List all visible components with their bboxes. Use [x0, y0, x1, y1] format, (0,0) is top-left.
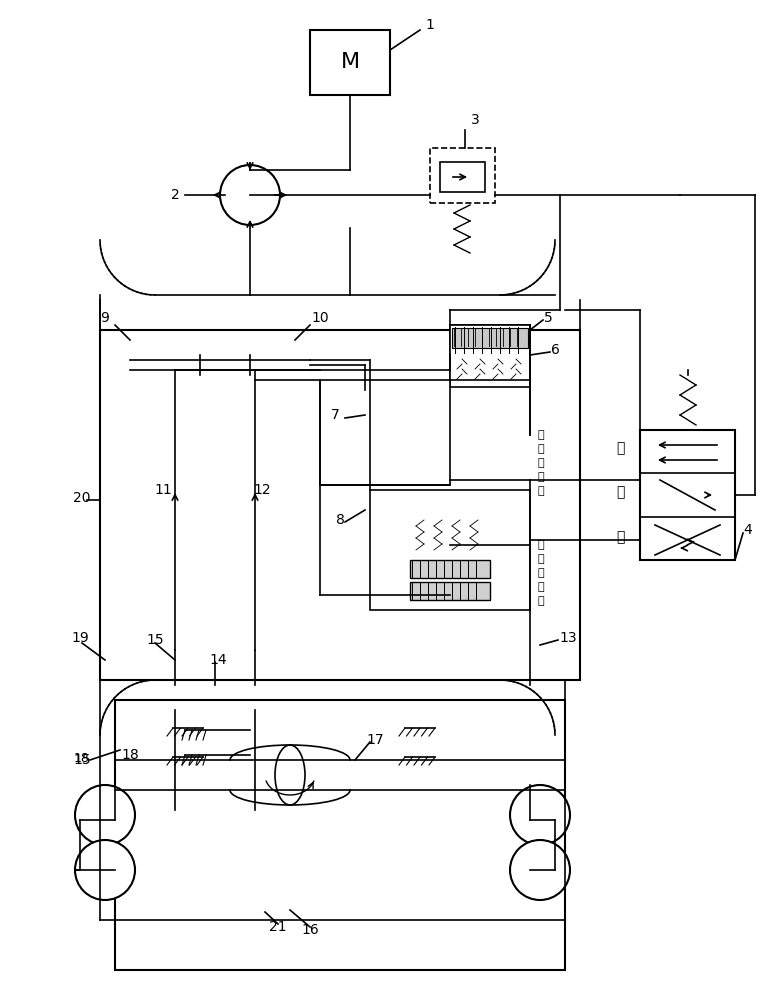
Circle shape [75, 840, 135, 900]
Text: 15: 15 [74, 753, 91, 767]
Text: 7: 7 [331, 408, 339, 422]
Text: 5: 5 [543, 311, 552, 325]
Bar [450, 325, 530, 380]
Text: 21: 21 [269, 920, 287, 934]
Text: 口: 口 [538, 596, 544, 606]
FancyBboxPatch shape [100, 330, 580, 680]
Text: 1: 1 [425, 18, 435, 32]
Text: 18: 18 [74, 752, 90, 764]
Text: 中: 中 [615, 485, 624, 499]
Text: 3: 3 [471, 113, 479, 127]
Text: 左: 左 [615, 441, 624, 455]
Bar [440, 162, 485, 192]
Text: 17: 17 [366, 733, 384, 747]
Text: 8: 8 [335, 513, 344, 527]
Text: 16: 16 [301, 923, 319, 937]
Bar [640, 430, 735, 560]
Bar [450, 325, 530, 355]
Bar [410, 560, 490, 578]
Text: 口: 口 [538, 486, 544, 496]
Text: 19: 19 [71, 631, 89, 645]
Text: 13: 13 [559, 631, 577, 645]
Bar [410, 582, 490, 600]
Text: 9: 9 [101, 311, 109, 325]
Text: 一: 一 [538, 444, 544, 454]
Circle shape [510, 840, 570, 900]
Bar [115, 700, 565, 970]
Bar [450, 357, 530, 387]
Text: 10: 10 [311, 311, 328, 325]
Circle shape [75, 785, 135, 845]
Text: M: M [340, 52, 360, 72]
Text: 油: 油 [538, 582, 544, 592]
Circle shape [510, 785, 570, 845]
Text: 6: 6 [551, 343, 559, 357]
Text: 第: 第 [538, 540, 544, 550]
Text: 2: 2 [170, 188, 179, 202]
Circle shape [220, 165, 280, 225]
Text: 12: 12 [253, 483, 271, 497]
Text: 进: 进 [538, 568, 544, 578]
Text: 右: 右 [615, 530, 624, 544]
Text: 4: 4 [744, 523, 752, 537]
Text: 第: 第 [538, 430, 544, 440]
Text: 油: 油 [538, 472, 544, 482]
Text: 二: 二 [538, 554, 544, 564]
Text: 15: 15 [146, 633, 163, 647]
Text: 20: 20 [74, 491, 91, 505]
Text: 11: 11 [154, 483, 172, 497]
Text: 14: 14 [210, 653, 227, 667]
Bar [320, 380, 450, 485]
Bar [370, 490, 530, 610]
Bar [310, 30, 390, 95]
Text: 18: 18 [121, 748, 139, 762]
Bar [452, 328, 528, 348]
Text: 进: 进 [538, 458, 544, 468]
Bar [430, 148, 495, 203]
